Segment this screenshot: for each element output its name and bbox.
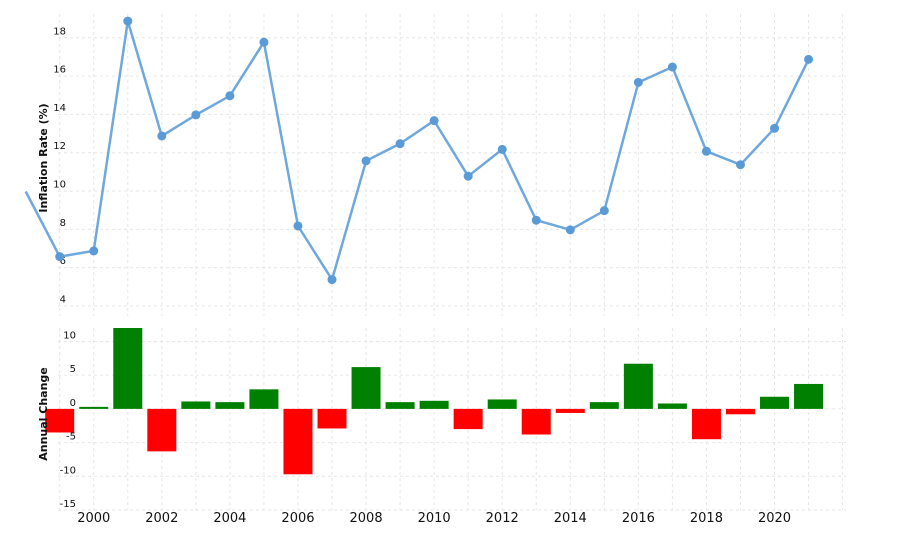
inflation-point-2018 bbox=[701, 146, 711, 156]
bottom-y-axis-label: Annual Change bbox=[37, 367, 50, 461]
top-y-tick-label: 6 bbox=[60, 256, 66, 267]
inflation-line-series bbox=[24, 16, 814, 285]
annual-change-bar-2016 bbox=[623, 363, 653, 409]
x-tick-label: 2020 bbox=[758, 511, 791, 526]
inflation-point-2005 bbox=[259, 37, 269, 47]
annual-change-bar-2007 bbox=[317, 408, 347, 429]
annual-change-bar-2019 bbox=[725, 408, 755, 415]
annual-change-bar-2013 bbox=[521, 408, 551, 435]
annual-change-bar-2021 bbox=[794, 383, 824, 409]
inflation-point-2012 bbox=[497, 144, 507, 154]
annual-change-bar-2004 bbox=[215, 402, 245, 409]
bottom-y-tick-label: 0 bbox=[70, 398, 76, 409]
top-gridlines bbox=[58, 14, 846, 316]
x-tick-label: 2008 bbox=[350, 511, 383, 526]
inflation-point-2020 bbox=[770, 123, 780, 133]
top-y-tick-label: 8 bbox=[60, 218, 66, 229]
top-y-tick-label: 16 bbox=[53, 65, 66, 76]
inflation-point-2019 bbox=[735, 160, 745, 170]
inflation-point-2009 bbox=[395, 139, 405, 149]
annual-change-bar-2001 bbox=[113, 328, 143, 409]
annual-change-bar-2000 bbox=[79, 406, 109, 409]
x-tick-label: 2018 bbox=[690, 511, 723, 526]
inflation-point-2003 bbox=[191, 110, 201, 120]
annual-change-bar-2020 bbox=[760, 396, 790, 409]
inflation-point-2015 bbox=[599, 206, 609, 216]
bottom-y-tick-label: -10 bbox=[60, 465, 76, 476]
x-tick-label: 2002 bbox=[145, 511, 178, 526]
bottom-y-tick-label: 5 bbox=[70, 364, 76, 375]
top-y-tick-label: 10 bbox=[53, 180, 66, 191]
bottom-y-tick-label: -15 bbox=[60, 499, 76, 510]
bottom-y-tick-label: 10 bbox=[63, 330, 76, 341]
inflation-point-2016 bbox=[633, 77, 643, 87]
annual-change-bar-2009 bbox=[385, 402, 415, 409]
inflation-point-2006 bbox=[293, 221, 303, 231]
annual-change-bar-2011 bbox=[453, 408, 483, 430]
annual-change-bar-1999 bbox=[45, 408, 75, 433]
inflation-point-2013 bbox=[531, 215, 541, 225]
inflation-point-2002 bbox=[157, 131, 167, 141]
annual-change-bar-2015 bbox=[589, 402, 619, 409]
inflation-point-2010 bbox=[429, 116, 439, 126]
inflation-point-2014 bbox=[565, 225, 575, 235]
top-y-tick-label: 18 bbox=[53, 26, 66, 37]
inflation-point-2021 bbox=[804, 54, 814, 64]
inflation-point-2017 bbox=[667, 62, 677, 72]
x-tick-label: 2016 bbox=[622, 511, 655, 526]
inflation-point-2004 bbox=[225, 91, 235, 101]
inflation-point-1999 bbox=[55, 252, 65, 262]
annual-change-bar-2002 bbox=[147, 408, 177, 452]
inflation-point-2011 bbox=[463, 171, 473, 181]
x-tick-label: 2010 bbox=[418, 511, 451, 526]
x-tick-label: 2004 bbox=[213, 511, 246, 526]
annual-change-bar-2010 bbox=[419, 400, 449, 409]
annual-change-bar-2006 bbox=[283, 408, 313, 475]
top-y-tick-label: 12 bbox=[53, 141, 66, 152]
top-y-ticks: 4 6 8 10 12 14 16 18 bbox=[53, 26, 66, 305]
x-tick-label: 2000 bbox=[77, 511, 110, 526]
inflation-rate-line bbox=[24, 19, 810, 281]
annual-change-bar-2012 bbox=[487, 399, 517, 409]
annual-change-bar-2018 bbox=[691, 408, 721, 440]
annual-change-bar-2003 bbox=[181, 401, 211, 409]
annual-change-bars bbox=[45, 328, 824, 475]
x-tick-label: 2006 bbox=[281, 511, 314, 526]
bottom-gridlines bbox=[58, 328, 846, 511]
inflation-point-2008 bbox=[361, 156, 371, 166]
x-tick-label: 2014 bbox=[554, 511, 587, 526]
annual-change-bar-2005 bbox=[249, 389, 279, 409]
annual-change-bar-2014 bbox=[555, 408, 585, 413]
inflation-point-2001 bbox=[123, 16, 133, 26]
inflation-point-2000 bbox=[89, 246, 99, 256]
bottom-y-tick-label: -5 bbox=[66, 432, 76, 443]
top-y-axis-label: Inflation Rate (%) bbox=[37, 103, 50, 212]
x-tick-label: 2012 bbox=[486, 511, 519, 526]
inflation-point-2007 bbox=[327, 275, 337, 285]
x-ticks: 2000 2002 2004 2006 2008 2010 2012 2014 2016 2018… bbox=[77, 511, 791, 526]
annual-change-bar-2008 bbox=[351, 367, 381, 409]
bottom-y-ticks: -15 -10 -5 0 5 10 bbox=[60, 330, 76, 510]
top-y-tick-label: 4 bbox=[60, 294, 66, 305]
top-y-tick-label: 14 bbox=[53, 103, 66, 114]
annual-change-bar-2017 bbox=[657, 403, 687, 409]
